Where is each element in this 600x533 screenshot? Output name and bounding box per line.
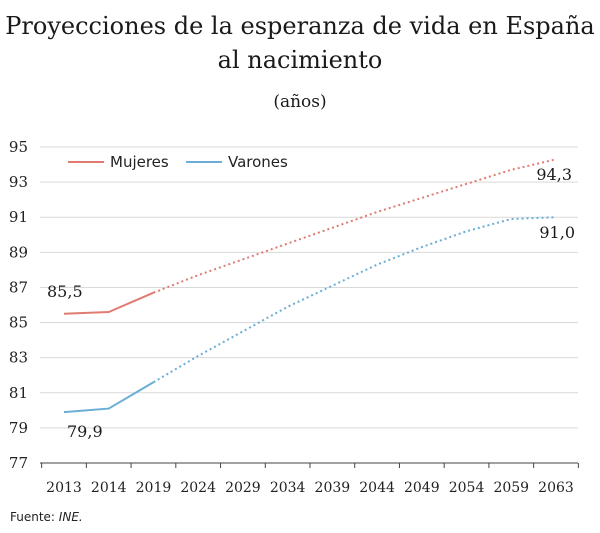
grid-lines — [40, 146, 578, 429]
source-name: INE. — [58, 510, 83, 524]
source-prefix: Fuente: — [10, 510, 59, 524]
x-tick-label: 2014 — [91, 480, 127, 496]
x-tick-label: 2039 — [315, 480, 351, 496]
x-tick-label: 2019 — [136, 480, 172, 496]
x-tick-label: 2049 — [404, 480, 440, 496]
y-tick-label: 95 — [9, 138, 28, 156]
data-labels: 85,5 94,3 79,9 91,0 — [47, 165, 575, 441]
series-lines — [63, 158, 557, 414]
y-tick-label: 93 — [9, 173, 28, 191]
y-tick-label: 79 — [9, 419, 28, 437]
x-tick-label: 2059 — [493, 480, 529, 496]
x-axis: 2013 2014 2019 2024 2029 2034 2039 2044 2049 2054… — [40, 462, 579, 496]
data-label-mujeres-last: 94,3 — [536, 165, 572, 184]
data-label-varones-last: 91,0 — [539, 223, 575, 242]
y-tick-label: 77 — [9, 454, 28, 472]
x-tick-label: 2029 — [225, 480, 261, 496]
data-label-varones-first: 79,9 — [67, 422, 103, 441]
legend-label-mujeres: Mujeres — [110, 153, 169, 171]
series-line-projected-mujeres — [153, 158, 557, 294]
x-tick-label: 2034 — [270, 480, 306, 496]
x-tick-label: 2063 — [538, 480, 574, 496]
y-tick-label: 87 — [9, 278, 28, 296]
y-tick-label: 85 — [9, 314, 28, 332]
chart-title-line2: al nacimiento — [217, 46, 383, 74]
chart-subtitle: (años) — [273, 92, 327, 112]
y-tick-label: 83 — [9, 349, 28, 367]
series-line-projected-varones — [152, 216, 557, 384]
y-tick-label: 89 — [9, 243, 28, 261]
chart-title: Proyecciones de la esperanza de vida en … — [5, 12, 595, 40]
x-tick-label: 2044 — [359, 480, 395, 496]
x-tick-label: 2024 — [180, 480, 216, 496]
y-axis: 77 79 81 83 85 87 89 91 93 95 — [9, 138, 28, 472]
y-tick-label: 91 — [9, 208, 28, 226]
legend: Mujeres Varones — [68, 153, 288, 171]
data-label-mujeres-first: 85,5 — [47, 282, 83, 301]
x-tick-label: 2013 — [46, 480, 82, 496]
series-line-observed-varones — [63, 381, 154, 414]
legend-label-varones: Varones — [228, 153, 288, 171]
x-tick-label: 2054 — [449, 480, 485, 496]
source-note: Fuente: INE. — [10, 510, 83, 524]
y-tick-label: 81 — [9, 384, 28, 402]
series-line-observed-mujeres — [63, 291, 154, 315]
